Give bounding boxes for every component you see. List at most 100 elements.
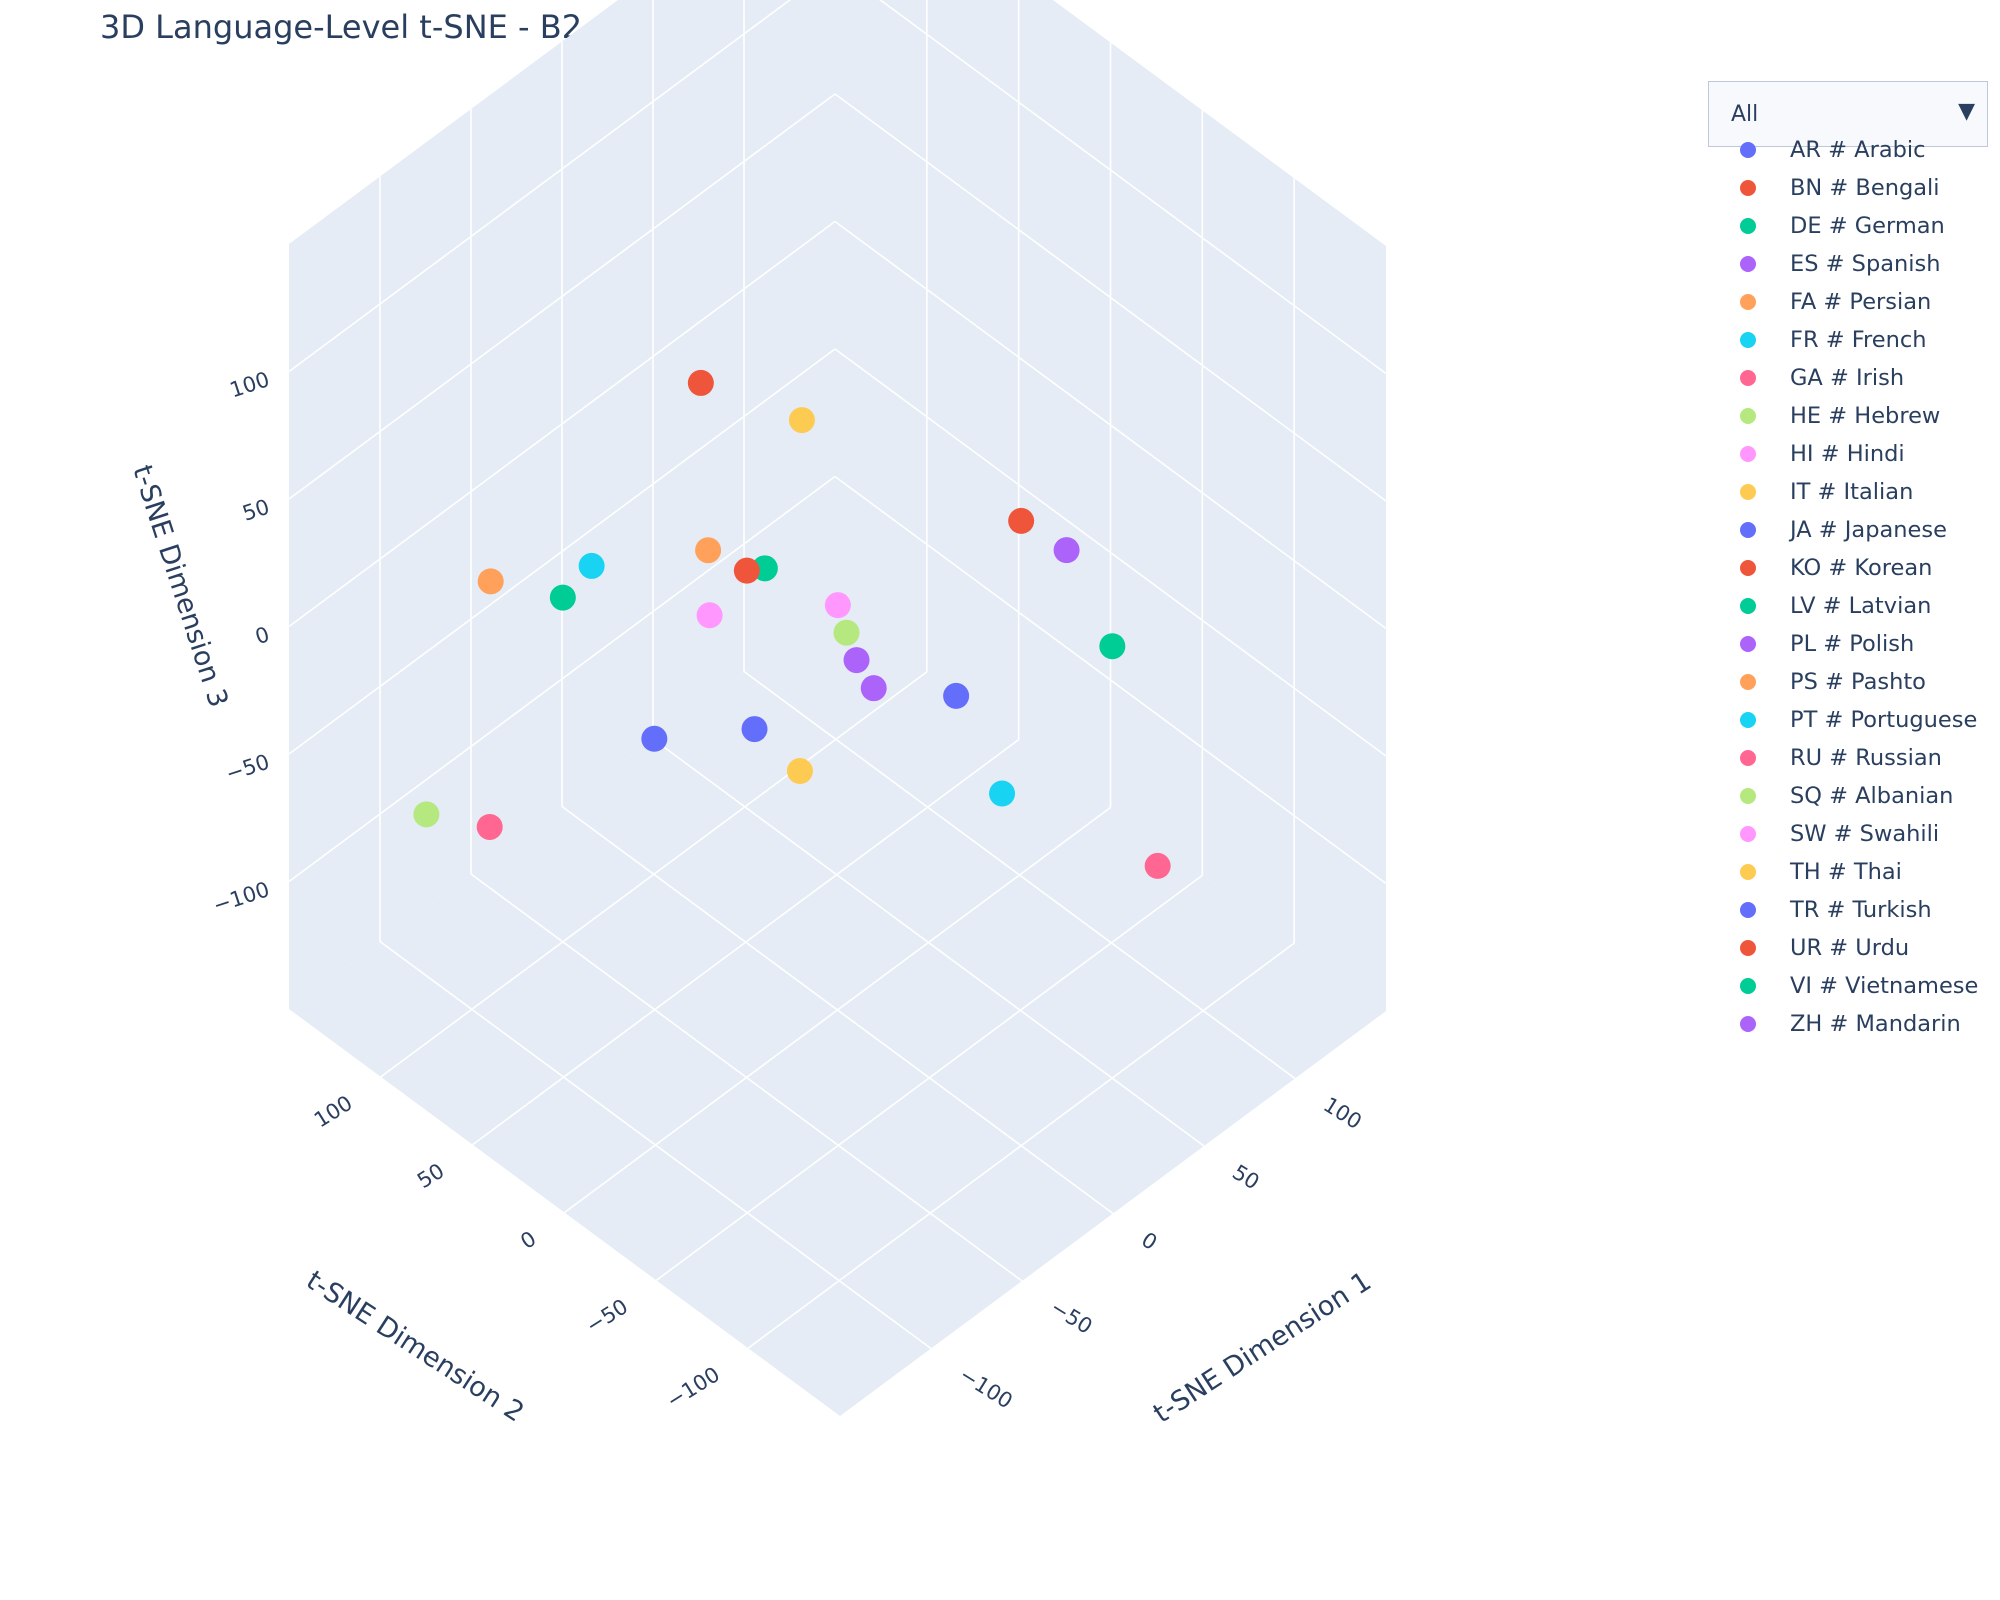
legend-label: TR # Turkish bbox=[1790, 897, 1932, 923]
data-point[interactable]: TH # Thai bbox=[788, 407, 815, 434]
z-tick-label: 0 bbox=[252, 622, 272, 649]
data-point[interactable]: PS # Pashto bbox=[477, 568, 504, 595]
legend-item[interactable]: IT # Italian bbox=[1730, 474, 2000, 510]
legend-label: GA # Irish bbox=[1790, 365, 1905, 391]
x-axis-title: t-SNE Dimension 1 bbox=[1148, 1266, 1377, 1430]
dropdown-arrow-icon: ▼ bbox=[1958, 99, 1975, 124]
legend-marker-icon bbox=[1740, 598, 1756, 614]
legend-item[interactable]: TR # Turkish bbox=[1730, 892, 2000, 928]
legend-label: VI # Vietnamese bbox=[1790, 973, 1979, 999]
data-point[interactable]: AR # Arabic bbox=[641, 725, 668, 752]
legend-item[interactable]: HE # Hebrew bbox=[1730, 398, 2000, 434]
legend-marker-icon bbox=[1740, 484, 1756, 500]
legend-marker-icon bbox=[1740, 636, 1756, 652]
legend-marker-icon bbox=[1740, 712, 1756, 728]
legend-item[interactable]: RU # Russian bbox=[1730, 740, 2000, 776]
data-point[interactable]: TR # Turkish bbox=[943, 682, 970, 709]
legend-label: TH # Thai bbox=[1790, 859, 1902, 885]
legend-label: SW # Swahili bbox=[1790, 821, 1940, 847]
legend-item[interactable]: FR # French bbox=[1730, 322, 2000, 358]
data-point[interactable]: KO # Korean bbox=[1008, 507, 1035, 534]
legend-item[interactable]: ZH # Mandarin bbox=[1730, 1006, 2000, 1042]
legend-item[interactable]: PS # Pashto bbox=[1730, 664, 2000, 700]
legend-item[interactable]: GA # Irish bbox=[1730, 360, 2000, 396]
axis-panes bbox=[289, 0, 1386, 1416]
legend-label: ZH # Mandarin bbox=[1790, 1011, 1961, 1037]
y-tick-label: −50 bbox=[582, 1294, 632, 1338]
data-point[interactable]: BN # Bengali bbox=[687, 369, 714, 396]
data-point[interactable]: FR # French bbox=[578, 552, 605, 579]
legend-item[interactable]: SQ # Albanian bbox=[1730, 778, 2000, 814]
legend-marker-icon bbox=[1740, 940, 1756, 956]
legend-item[interactable]: DE # German bbox=[1730, 208, 2000, 244]
legend-marker-icon bbox=[1740, 180, 1756, 196]
legend-label: PS # Pashto bbox=[1790, 669, 1926, 695]
legend: AR # Arabic BN # Bengali DE # German ES # S… bbox=[1730, 132, 2000, 1052]
legend-label: HE # Hebrew bbox=[1790, 403, 1941, 429]
legend-item[interactable]: TH # Thai bbox=[1730, 854, 2000, 890]
legend-marker-icon bbox=[1740, 864, 1756, 880]
legend-item[interactable]: HI # Hindi bbox=[1730, 436, 2000, 472]
legend-marker-icon bbox=[1740, 218, 1756, 234]
scatter3d-plot[interactable]: −100−50050100−100−50050100−100−50050100 … bbox=[0, 0, 1700, 1600]
legend-marker-icon bbox=[1740, 1016, 1756, 1032]
data-point[interactable]: JA # Japanese bbox=[741, 716, 768, 743]
data-point[interactable]: ZH # Mandarin bbox=[843, 647, 870, 674]
legend-item[interactable]: PL # Polish bbox=[1730, 626, 2000, 662]
data-point[interactable]: GA # Irish bbox=[1144, 852, 1171, 879]
data-point[interactable]: HI # Hindi bbox=[824, 592, 851, 619]
data-point[interactable]: HE # Hebrew bbox=[833, 619, 860, 646]
legend-item[interactable]: AR # Arabic bbox=[1730, 132, 2000, 168]
data-point[interactable]: RU # Russian bbox=[476, 813, 503, 840]
trace-filter-dropdown[interactable]: All ▼ bbox=[1708, 81, 1988, 147]
data-point[interactable]: ES # Spanish bbox=[1053, 537, 1080, 564]
data-point[interactable]: LV # Latvian bbox=[549, 584, 576, 611]
legend-item[interactable]: UR # Urdu bbox=[1730, 930, 2000, 966]
x-tick-label: 100 bbox=[1319, 1092, 1366, 1134]
legend-item[interactable]: FA # Persian bbox=[1730, 284, 2000, 320]
legend-item[interactable]: JA # Japanese bbox=[1730, 512, 2000, 548]
gridlines bbox=[288, 0, 1387, 1350]
legend-label: PT # Portuguese bbox=[1790, 707, 1978, 733]
legend-label: KO # Korean bbox=[1790, 555, 1933, 581]
legend-item[interactable]: VI # Vietnamese bbox=[1730, 968, 2000, 1004]
data-point[interactable]: SQ # Albanian bbox=[413, 801, 440, 828]
z-tick-label: 50 bbox=[240, 495, 273, 526]
data-point[interactable]: IT # Italian bbox=[786, 758, 813, 785]
legend-marker-icon bbox=[1740, 332, 1756, 348]
legend-marker-icon bbox=[1740, 978, 1756, 994]
z-tick-label: −50 bbox=[223, 750, 273, 787]
legend-label: DE # German bbox=[1790, 213, 1945, 239]
legend-item[interactable]: ES # Spanish bbox=[1730, 246, 2000, 282]
y-tick-label: −100 bbox=[662, 1362, 724, 1413]
legend-item[interactable]: SW # Swahili bbox=[1730, 816, 2000, 852]
data-point[interactable]: SW # Swahili bbox=[696, 602, 723, 629]
legend-label: FR # French bbox=[1790, 327, 1927, 353]
y-tick-label: 50 bbox=[413, 1159, 448, 1194]
legend-label: HI # Hindi bbox=[1790, 441, 1905, 467]
legend-label: LV # Latvian bbox=[1790, 593, 1932, 619]
data-point[interactable]: PT # Portuguese bbox=[989, 780, 1016, 807]
data-point[interactable]: UR # Urdu bbox=[733, 557, 760, 584]
legend-item[interactable]: PT # Portuguese bbox=[1730, 702, 2000, 738]
z-axis-title: t-SNE Dimension 3 bbox=[126, 461, 234, 711]
dropdown-selected-value: All bbox=[1731, 102, 1759, 127]
data-point[interactable]: VI # Vietnamese bbox=[1099, 633, 1126, 660]
y-axis-title: t-SNE Dimension 2 bbox=[301, 1265, 530, 1429]
legend-marker-icon bbox=[1740, 142, 1756, 158]
legend-item[interactable]: LV # Latvian bbox=[1730, 588, 2000, 624]
z-tick-label: 100 bbox=[227, 367, 273, 402]
legend-marker-icon bbox=[1740, 902, 1756, 918]
legend-label: FA # Persian bbox=[1790, 289, 1932, 315]
legend-item[interactable]: KO # Korean bbox=[1730, 550, 2000, 586]
legend-label: JA # Japanese bbox=[1790, 517, 1947, 543]
gridline-z-wall-right bbox=[879, 0, 1387, 375]
legend-label: UR # Urdu bbox=[1790, 935, 1910, 961]
legend-label: PL # Polish bbox=[1790, 631, 1915, 657]
data-point[interactable]: FA # Persian bbox=[695, 537, 722, 564]
z-tick-label: −100 bbox=[210, 877, 272, 918]
legend-item[interactable]: BN # Bengali bbox=[1730, 170, 2000, 206]
legend-marker-icon bbox=[1740, 826, 1756, 842]
data-point[interactable]: PL # Polish bbox=[860, 675, 887, 702]
